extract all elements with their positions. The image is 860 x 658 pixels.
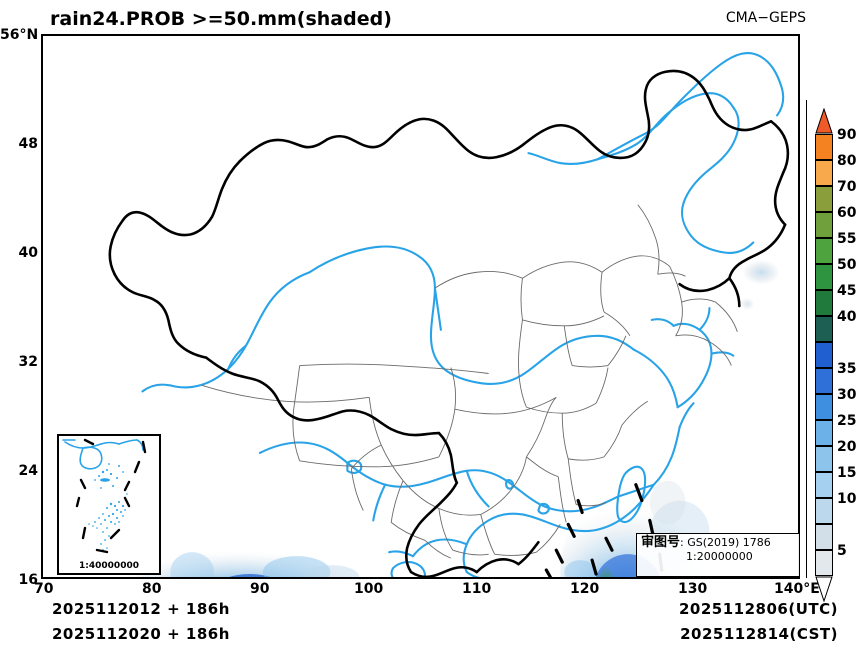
colorbar-segment: [815, 342, 833, 368]
shaded-blob-bay-of-bengal: [128, 536, 360, 577]
colorbar-tick-label: 55: [837, 231, 857, 247]
colorbar-tick-label: 45: [837, 283, 857, 299]
shaded-blob-western-pacific: [740, 260, 780, 310]
inset-scale-label: 1:40000000: [79, 561, 139, 571]
x-tick-label: 140°E: [774, 581, 820, 597]
colorbar-tick-label: 25: [837, 413, 857, 429]
colorbar-segment: [815, 264, 833, 290]
y-tick-label: 40: [18, 245, 38, 261]
colorbar-segment: [815, 524, 833, 550]
colorbar-tick-label: 5: [837, 543, 847, 559]
x-tick-label: 120: [570, 581, 600, 597]
inset-nine-dash-line: [75, 438, 147, 554]
colorbar-top-arrow-icon: [815, 108, 833, 134]
colorbar-tick-label: 60: [837, 205, 857, 221]
approval-number-line: 审图号: GS(2019) 1786: [641, 536, 795, 550]
footer-init-time-cst: 2025112020 + 186h: [52, 625, 230, 643]
map-plot-area[interactable]: [41, 34, 800, 579]
south-china-sea-inset[interactable]: 1:40000000: [57, 434, 161, 575]
y-tick-label: 16: [18, 572, 38, 588]
shaded-probability-field: [128, 260, 780, 577]
colorbar-tick-label: 15: [837, 465, 857, 481]
colorbar-segment: [815, 238, 833, 264]
footer-valid-time-cst: 2025112814(CST): [680, 625, 838, 643]
colorbar-segment: [815, 186, 833, 212]
colorbar-segment: [815, 212, 833, 238]
colorbar-tick-label: 80: [837, 153, 857, 169]
colorbar-tick-label: 20: [837, 439, 857, 455]
colorbar-segment: [815, 446, 833, 472]
colorbar-divider: [806, 100, 807, 578]
colorbar-segment: [815, 368, 833, 394]
colorbar-segment: [815, 290, 833, 316]
colorbar-tick-label: 70: [837, 179, 857, 195]
footer-init-time-utc: 2025112012 + 186h: [52, 600, 230, 618]
approval-number: : GS(2019) 1786: [680, 536, 771, 549]
colorbar-segment: [815, 394, 833, 420]
inset-map-svg: [62, 438, 147, 554]
x-tick-label: 110: [462, 581, 492, 597]
y-tick-label: 32: [18, 354, 38, 370]
map-approval-box: 审图号: GS(2019) 1786 1:20000000: [636, 533, 800, 577]
colorbar-segment: [815, 498, 833, 524]
china-map-svg: [108, 52, 790, 577]
y-tick-label: 24: [18, 463, 38, 479]
x-tick-label: 100: [354, 581, 384, 597]
page-title: rain24.PROB >=50.mm(shaded): [50, 8, 392, 30]
x-tick-label: 80: [142, 581, 162, 597]
x-tick-label: 70: [34, 581, 54, 597]
x-tick-label: 130: [678, 581, 708, 597]
colorbar-tick-label: 30: [837, 387, 857, 403]
y-tick-label: 48: [18, 136, 38, 152]
rivers-and-coastline-layer: [141, 52, 785, 577]
colorbar-segment: [815, 420, 833, 446]
inset-island-dots: [88, 463, 128, 551]
colorbar-tick-label: 90: [837, 127, 857, 143]
national-border-layer: [108, 69, 790, 577]
colorbar-segment: [815, 134, 833, 160]
approval-scale: 1:20000000: [686, 550, 753, 563]
model-label: CMA−GEPS: [725, 10, 806, 26]
approval-label-cn: 审图号: [641, 535, 681, 550]
colorbar-segment: [815, 550, 833, 576]
colorbar-bottom-arrow-icon: [815, 576, 833, 602]
colorbar-tick-label: 50: [837, 257, 857, 273]
colorbar-segment: [815, 472, 833, 498]
colorbar[interactable]: 90 80 70 60 55 50 45 40 35 30 25 20 15 1…: [815, 108, 856, 602]
colorbar-segment: [815, 316, 833, 342]
province-boundary-layer: [202, 204, 738, 559]
y-tick-label: 56°N: [0, 27, 39, 43]
colorbar-tick-label: 10: [837, 491, 857, 507]
colorbar-tick-label: 40: [837, 309, 857, 325]
x-tick-label: 90: [250, 581, 270, 597]
footer-valid-time-utc: 2025112806(UTC): [678, 600, 838, 618]
colorbar-segment: [815, 160, 833, 186]
colorbar-tick-label: 35: [837, 361, 857, 377]
